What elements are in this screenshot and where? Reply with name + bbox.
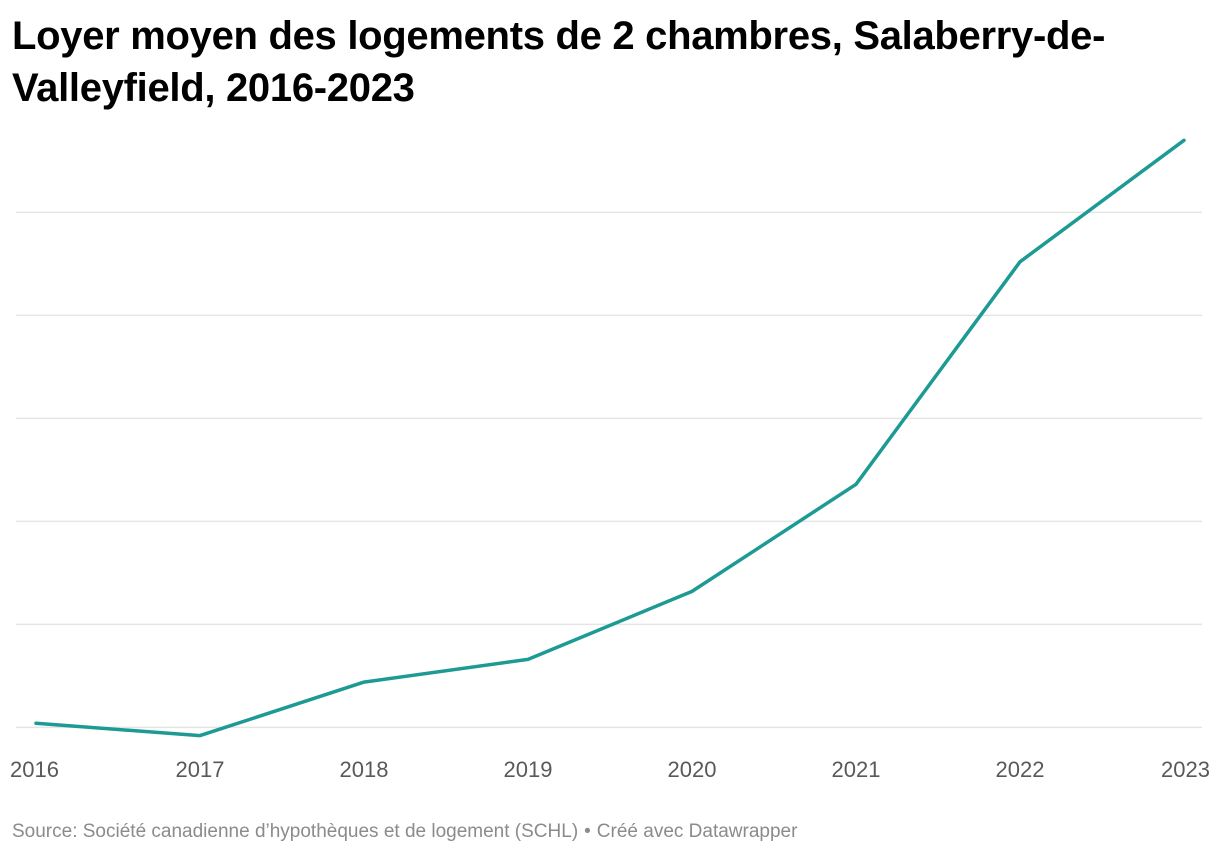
gridlines	[16, 211, 1202, 729]
x-tick-label-2016: 2016	[10, 757, 59, 782]
data-point-2019[interactable]	[522, 653, 534, 665]
x-tick-label-2018: 2018	[340, 757, 389, 782]
series-layer	[30, 134, 1190, 742]
x-tick-label-2023: 2023	[1161, 757, 1210, 782]
data-point-2022[interactable]	[1014, 256, 1026, 268]
footer-separator: •	[584, 821, 591, 842]
credit-link[interactable]: Créé avec Datawrapper	[596, 821, 798, 842]
x-tick-label-2020: 2020	[668, 757, 717, 782]
x-axis-ticks: 2016 2017 2018 2019 2020 2021 2022 2023	[10, 757, 1210, 782]
chart-title: Loyer moyen des logements de 2 chambres,…	[12, 14, 1106, 110]
chart-footer: Source: Société canadienne d’hypothèques…	[12, 821, 797, 843]
data-point-2023[interactable]	[1178, 134, 1190, 146]
data-point-2017[interactable]	[194, 730, 206, 742]
x-tick-label-2019: 2019	[504, 757, 553, 782]
x-tick-label-2022: 2022	[996, 757, 1045, 782]
data-point-2018[interactable]	[358, 676, 370, 688]
source-note: Source: Société canadienne d’hypothèques…	[12, 821, 579, 842]
series-line	[34, 138, 1186, 738]
x-tick-label-2017: 2017	[176, 757, 225, 782]
data-point-2020[interactable]	[686, 585, 698, 597]
data-point-2021[interactable]	[850, 478, 862, 490]
data-point-2016[interactable]	[30, 717, 42, 729]
x-tick-label-2021: 2021	[832, 757, 881, 782]
